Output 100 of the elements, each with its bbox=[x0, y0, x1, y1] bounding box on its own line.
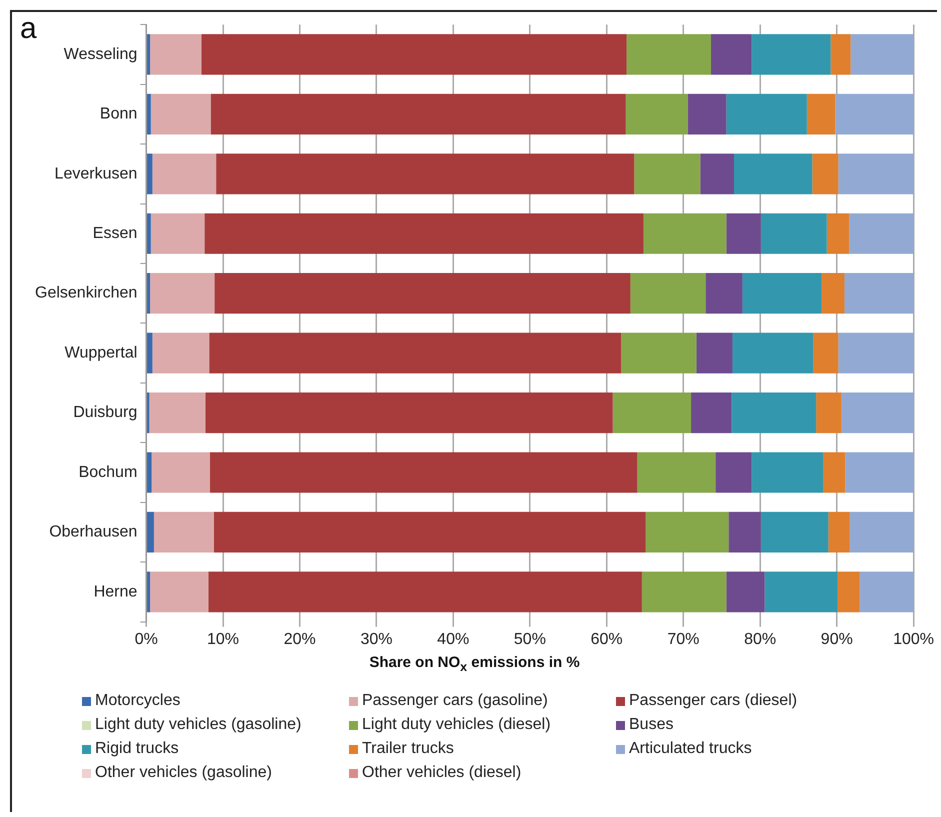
bar bbox=[726, 213, 761, 254]
bar bbox=[734, 154, 812, 194]
x-tick-label: 90% bbox=[820, 630, 853, 648]
legend-label: Buses bbox=[629, 716, 674, 734]
bar bbox=[147, 34, 150, 75]
bar bbox=[150, 273, 215, 314]
bar bbox=[830, 34, 851, 75]
bar bbox=[149, 392, 206, 434]
bar bbox=[696, 332, 732, 374]
x-tick-label: 60% bbox=[590, 630, 623, 648]
y-tick-label: Leverkusen bbox=[54, 165, 138, 182]
bar bbox=[732, 332, 814, 374]
bar bbox=[152, 332, 210, 374]
bar bbox=[752, 34, 831, 75]
bar bbox=[760, 512, 828, 553]
legend-label: Rigid trucks bbox=[95, 740, 179, 758]
bar bbox=[742, 273, 822, 314]
bar bbox=[210, 94, 626, 134]
x-tick-label: 100% bbox=[893, 630, 934, 648]
bar bbox=[860, 572, 914, 612]
bar bbox=[612, 392, 692, 434]
bar bbox=[716, 452, 752, 493]
x-tick-label: 20% bbox=[284, 630, 316, 648]
x-axis-title: Share on NO$_{x}$ emissions in % bbox=[368, 654, 581, 674]
bar bbox=[821, 273, 844, 314]
bar bbox=[210, 452, 638, 493]
bar bbox=[205, 392, 613, 434]
x-tick-label: 40% bbox=[437, 630, 470, 648]
legend-label: Other vehicles (gasoline) bbox=[95, 764, 272, 782]
bar bbox=[626, 94, 688, 134]
bar bbox=[835, 94, 914, 134]
bar bbox=[147, 452, 152, 493]
y-tick-label: Gelsenkirchen bbox=[34, 284, 138, 302]
bar bbox=[643, 213, 726, 254]
bar bbox=[823, 452, 846, 493]
bar bbox=[630, 273, 706, 314]
x-tick-label: 70% bbox=[667, 630, 700, 648]
bar bbox=[216, 154, 634, 194]
bar bbox=[760, 213, 827, 254]
y-tick-label: Bonn bbox=[100, 106, 138, 123]
bar bbox=[710, 34, 752, 75]
x-tick-label: 30% bbox=[360, 630, 392, 648]
bar bbox=[850, 512, 914, 553]
bar bbox=[812, 154, 838, 194]
y-tick-label: Wesseling bbox=[64, 46, 138, 63]
bar bbox=[202, 34, 627, 75]
bar bbox=[626, 34, 711, 75]
bar bbox=[150, 213, 205, 254]
bar bbox=[214, 273, 630, 314]
bar bbox=[147, 154, 152, 194]
bar bbox=[813, 332, 838, 374]
bar bbox=[621, 332, 696, 374]
bar bbox=[838, 154, 914, 194]
bar bbox=[691, 392, 732, 434]
legend-label: Light duty vehicles (diesel) bbox=[362, 716, 551, 734]
y-tick-label: Bochum bbox=[78, 464, 138, 481]
bar bbox=[838, 572, 860, 612]
bar bbox=[147, 94, 151, 134]
bar bbox=[752, 452, 823, 493]
bar bbox=[828, 512, 850, 553]
bar bbox=[147, 213, 151, 254]
bar bbox=[150, 94, 211, 134]
x-tick-label: 0% bbox=[134, 630, 158, 648]
bar bbox=[838, 332, 914, 374]
y-tick-label: Herne bbox=[94, 583, 138, 600]
bar bbox=[826, 213, 850, 254]
legend-label: Other vehicles (diesel) bbox=[362, 764, 522, 782]
legend-label: Passenger cars (diesel) bbox=[629, 692, 798, 710]
bar bbox=[634, 154, 700, 194]
bar bbox=[732, 392, 816, 434]
bar bbox=[845, 452, 914, 493]
x-tick-label: 50% bbox=[514, 630, 546, 648]
bar bbox=[208, 572, 642, 612]
bar bbox=[646, 512, 729, 553]
bar bbox=[204, 213, 644, 254]
bar bbox=[152, 154, 216, 194]
bar bbox=[152, 452, 210, 493]
bar bbox=[154, 512, 214, 553]
bar bbox=[726, 572, 765, 612]
bar bbox=[147, 512, 154, 553]
y-tick-label: Essen bbox=[92, 225, 138, 242]
bar bbox=[700, 154, 734, 194]
bar bbox=[147, 273, 150, 314]
bar bbox=[150, 572, 208, 612]
bar bbox=[150, 34, 202, 75]
bar bbox=[688, 94, 726, 134]
y-tick-label: Duisburg bbox=[73, 404, 138, 422]
legend-label: Trailer trucks bbox=[362, 740, 454, 758]
legend-label: Articulated trucks bbox=[629, 740, 752, 758]
bar bbox=[147, 572, 150, 612]
bar bbox=[806, 94, 836, 134]
bar bbox=[726, 94, 807, 134]
legend-label: Motorcycles bbox=[95, 692, 180, 710]
legend-label: Passenger cars (gasoline) bbox=[362, 692, 548, 710]
x-tick-label: 10% bbox=[206, 630, 240, 648]
bar bbox=[850, 34, 914, 75]
bar bbox=[642, 572, 726, 612]
bar bbox=[841, 392, 914, 434]
bar bbox=[147, 332, 152, 374]
bar bbox=[209, 332, 622, 374]
